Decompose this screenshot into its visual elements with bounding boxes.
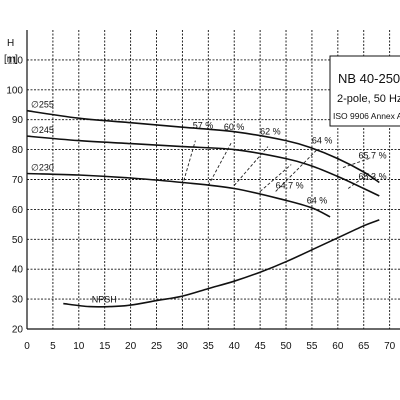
x-tick-label: 10 [73,341,85,352]
chart-series [26,109,380,308]
efficiency-label: 64 % [307,195,328,205]
x-tick-label: 25 [151,341,163,352]
x-tick-label: 65 [358,341,370,352]
efficiency-label: 62 % [260,127,281,137]
efficiency-isoline [342,158,370,168]
y-tick-label: 100 [6,85,23,96]
chart-title: NB 40-250 [338,71,400,86]
series-line [26,172,331,218]
x-tick-label: 5 [50,341,56,352]
x-tick-label: 15 [99,341,111,352]
series-label: ∅230 [31,163,54,173]
efficiency-isoline [259,164,292,192]
x-tick-label: 35 [203,341,215,352]
x-tick-label: 60 [332,341,344,352]
x-tick-label: 20 [125,341,137,352]
chart-subtitle: 2-pole, 50 Hz [337,93,400,105]
series-line [26,109,380,184]
x-tick-label: 45 [255,341,267,352]
y-axis-label: H [7,38,14,49]
efficiency-isoline [347,173,370,189]
chart-axes [26,30,400,330]
y-tick-label: 20 [12,325,24,336]
efficiency-label: 65.3 % [359,172,387,182]
x-tick-label: 0 [24,341,30,352]
series-line [26,135,380,197]
x-tick-labels: 0 5 10 15 20 25 30 35 40 45 50 55 60 65 70 [24,341,395,352]
series-label: ∅245 [31,125,54,135]
x-tick-label: 40 [229,341,241,352]
efficiency-label: 64 % [312,136,333,146]
efficiency-label: 60 % [224,122,245,132]
x-tick-label: 50 [280,341,292,352]
series-line [63,219,380,308]
y-tick-label: 80 [12,145,24,156]
y-axis-unit: [m] [4,54,18,65]
efficiency-isoline [181,140,196,186]
efficiency-label: 65.7 % [359,151,387,161]
title-box: NB 40-250 2-pole, 50 Hz ISO 9906 Annex A [329,55,400,127]
efficiency-labels: 57 % 60 % 62 %64 %65.7 %65.3 %64.7 %64 % [193,121,387,206]
y-tick-label: 110 [7,55,23,66]
chart-note: ISO 9906 Annex A [333,111,400,121]
efficiency-label: 57 % [193,121,214,131]
y-tick-label: 90 [12,115,24,126]
series-label: ∅255 [31,100,54,110]
efficiency-label: 64.7 % [276,180,304,190]
y-tick-labels: 20 30 40 50 60 70 80 90 100 110 [6,55,23,335]
y-tick-label: 70 [12,175,24,186]
y-tick-label: 60 [12,205,24,216]
y-tick-label: 50 [12,235,24,246]
x-tick-label: 55 [306,341,318,352]
y-tick-label: 40 [12,265,24,276]
series-label: NPSH [92,295,117,305]
x-tick-label: 70 [384,341,396,352]
title-box-frame [329,55,400,127]
x-tick-label: 30 [177,341,189,352]
series-labels: ∅255 ∅245 ∅230 NPSH [31,100,117,305]
y-tick-label: 30 [12,295,24,306]
